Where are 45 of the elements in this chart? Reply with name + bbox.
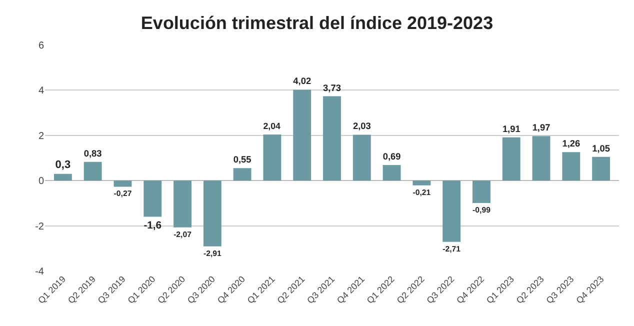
data-label: 1,26 xyxy=(562,138,580,149)
bar xyxy=(472,180,490,203)
y-tick-label: 6 xyxy=(38,40,44,52)
data-label: -0,21 xyxy=(412,188,432,197)
data-label: 2,04 xyxy=(263,121,281,132)
bar xyxy=(592,156,610,181)
bar xyxy=(352,134,371,181)
data-label: -1,6 xyxy=(144,220,162,232)
bar xyxy=(114,180,132,187)
bar xyxy=(382,165,401,181)
data-label: 1,91 xyxy=(502,124,520,134)
data-label: 0,69 xyxy=(382,152,401,162)
bar xyxy=(174,180,192,228)
bar xyxy=(233,168,252,181)
bar xyxy=(84,162,102,181)
data-label: -0,99 xyxy=(472,205,492,214)
y-tick-label: 0 xyxy=(38,176,44,188)
data-label: 1,97 xyxy=(532,122,550,133)
bar xyxy=(263,134,282,181)
data-label: 4,02 xyxy=(293,76,312,86)
bar xyxy=(323,96,341,181)
bar xyxy=(293,90,312,181)
bar xyxy=(203,180,222,246)
data-label: -2,71 xyxy=(442,244,462,254)
data-label: -2,07 xyxy=(174,230,192,239)
y-tick-label: -4 xyxy=(35,266,44,278)
bar xyxy=(532,136,550,181)
bar xyxy=(442,180,461,242)
data-label: 3,73 xyxy=(323,82,341,93)
y-tick-label: 4 xyxy=(38,86,44,97)
y-tick-label: 2 xyxy=(38,130,44,142)
data-label: 0,3 xyxy=(55,158,71,171)
data-label: 0,83 xyxy=(84,148,102,158)
data-label: -0,27 xyxy=(114,189,132,198)
y-tick-label: -2 xyxy=(35,221,44,232)
bar xyxy=(562,152,580,181)
chart-title: Evolución trimestral del índice 2019-2023 xyxy=(140,12,494,33)
bar xyxy=(54,174,72,181)
data-label: 0,55 xyxy=(233,154,252,165)
bar xyxy=(502,137,520,181)
data-label: 2,03 xyxy=(352,121,371,132)
bar xyxy=(144,180,162,217)
data-label: -2,91 xyxy=(203,248,222,258)
bar xyxy=(412,180,431,186)
data-label: 1,05 xyxy=(592,143,610,154)
